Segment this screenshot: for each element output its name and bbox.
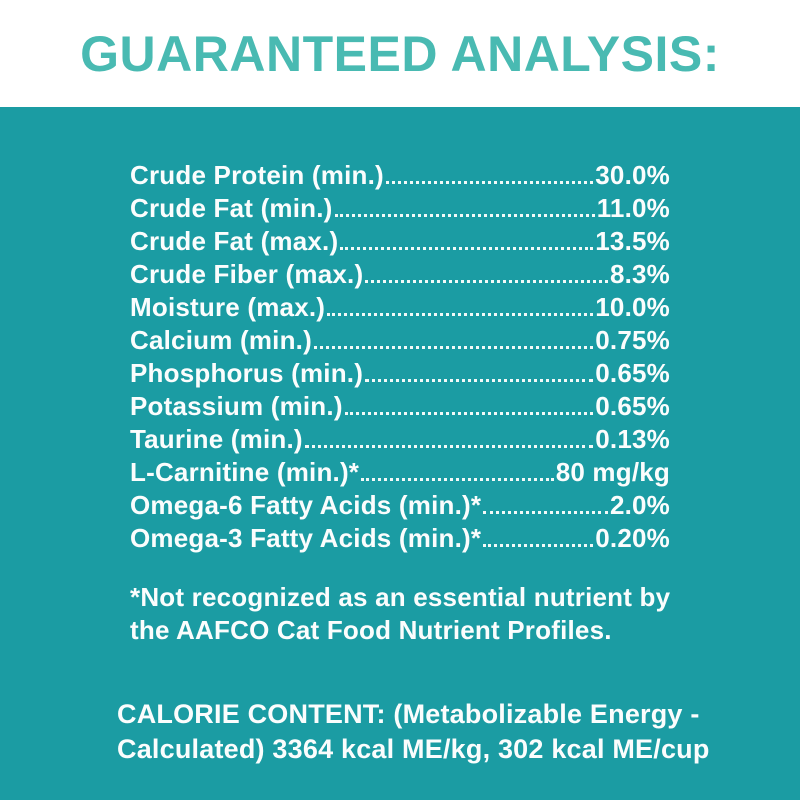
dotted-leader bbox=[363, 357, 595, 390]
nutrient-value: 8.3% bbox=[609, 259, 670, 289]
calorie-content: CALORIE CONTENT: (Metabolizable Energy -… bbox=[117, 697, 730, 767]
analysis-row: Crude Fiber (max.) 8.3% bbox=[130, 258, 670, 291]
dotted-leader bbox=[303, 423, 596, 456]
analysis-row: Potassium (min.) 0.65% bbox=[130, 390, 670, 423]
calorie-line: CALORIE CONTENT: (Metabolizable Energy - bbox=[117, 699, 700, 729]
nutrient-value: 0.75% bbox=[595, 325, 670, 355]
dotted-leader bbox=[338, 225, 595, 258]
nutrient-value: 13.5% bbox=[595, 226, 670, 256]
dotted-leader bbox=[363, 258, 610, 291]
analysis-row: Omega-6 Fatty Acids (min.)* 2.0% bbox=[130, 489, 670, 522]
guaranteed-analysis-title: GUARANTEED ANALYSIS: bbox=[80, 25, 720, 82]
analysis-row: Moisture (max.) 10.0% bbox=[130, 291, 670, 324]
calorie-line: Calculated) 3364 kcal ME/kg, 302 kcal ME… bbox=[117, 734, 710, 764]
nutrient-value: 30.0% bbox=[595, 160, 670, 190]
analysis-table: Crude Protein (min.) 30.0% Crude Fat (mi… bbox=[130, 159, 670, 555]
dotted-leader bbox=[384, 159, 595, 192]
dotted-leader bbox=[333, 192, 597, 225]
analysis-row: Crude Fat (min.) 11.0% bbox=[130, 192, 670, 225]
analysis-row: Taurine (min.) 0.13% bbox=[130, 423, 670, 456]
nutrient-label: Crude Protein (min.) bbox=[130, 160, 384, 190]
nutrient-label: Moisture (max.) bbox=[130, 292, 326, 322]
nutrient-label: Calcium (min.) bbox=[130, 325, 312, 355]
dotted-leader bbox=[481, 489, 610, 522]
dotted-leader bbox=[325, 291, 595, 324]
nutrient-label: Omega-3 Fatty Acids (min.)* bbox=[130, 523, 482, 553]
footnote-line: the AAFCO Cat Food Nutrient Profiles. bbox=[130, 615, 612, 645]
nutrient-value: 11.0% bbox=[596, 193, 670, 223]
nutrient-label: Omega-6 Fatty Acids (min.)* bbox=[130, 490, 482, 520]
nutrient-label: Taurine (min.) bbox=[130, 424, 303, 454]
nutrient-value: 10.0% bbox=[595, 292, 670, 322]
dotted-leader bbox=[312, 324, 595, 357]
dotted-leader bbox=[481, 522, 595, 555]
footnote: *Not recognized as an essential nutrient… bbox=[130, 581, 730, 647]
footnote-line: *Not recognized as an essential nutrient… bbox=[130, 582, 671, 612]
nutrient-label: Crude Fiber (max.) bbox=[130, 259, 364, 289]
nutrient-value: 0.13% bbox=[595, 424, 670, 454]
nutrient-label: Phosphorus (min.) bbox=[130, 358, 364, 388]
analysis-row: Omega-3 Fatty Acids (min.)* 0.20% bbox=[130, 522, 670, 555]
nutrient-value: 0.20% bbox=[595, 523, 670, 553]
analysis-row: L-Carnitine (min.)* 80 mg/kg bbox=[130, 456, 670, 489]
label-header: GUARANTEED ANALYSIS: bbox=[0, 0, 800, 107]
analysis-row: Calcium (min.) 0.75% bbox=[130, 324, 670, 357]
analysis-row: Crude Protein (min.) 30.0% bbox=[130, 159, 670, 192]
dotted-leader bbox=[359, 456, 556, 489]
analysis-panel: Crude Protein (min.) 30.0% Crude Fat (mi… bbox=[0, 107, 800, 800]
dotted-leader bbox=[343, 390, 596, 423]
analysis-row: Phosphorus (min.) 0.65% bbox=[130, 357, 670, 390]
nutrient-label: Crude Fat (max.) bbox=[130, 226, 339, 256]
nutrient-value: 80 mg/kg bbox=[555, 457, 670, 487]
nutrient-label: Crude Fat (min.) bbox=[130, 193, 333, 223]
nutrient-label: Potassium (min.) bbox=[130, 391, 343, 421]
analysis-row: Crude Fat (max.) 13.5% bbox=[130, 225, 670, 258]
nutrient-value: 2.0% bbox=[609, 490, 670, 520]
nutrient-label: L-Carnitine (min.)* bbox=[130, 457, 360, 487]
nutrient-value: 0.65% bbox=[595, 358, 670, 388]
nutrient-value: 0.65% bbox=[595, 391, 670, 421]
